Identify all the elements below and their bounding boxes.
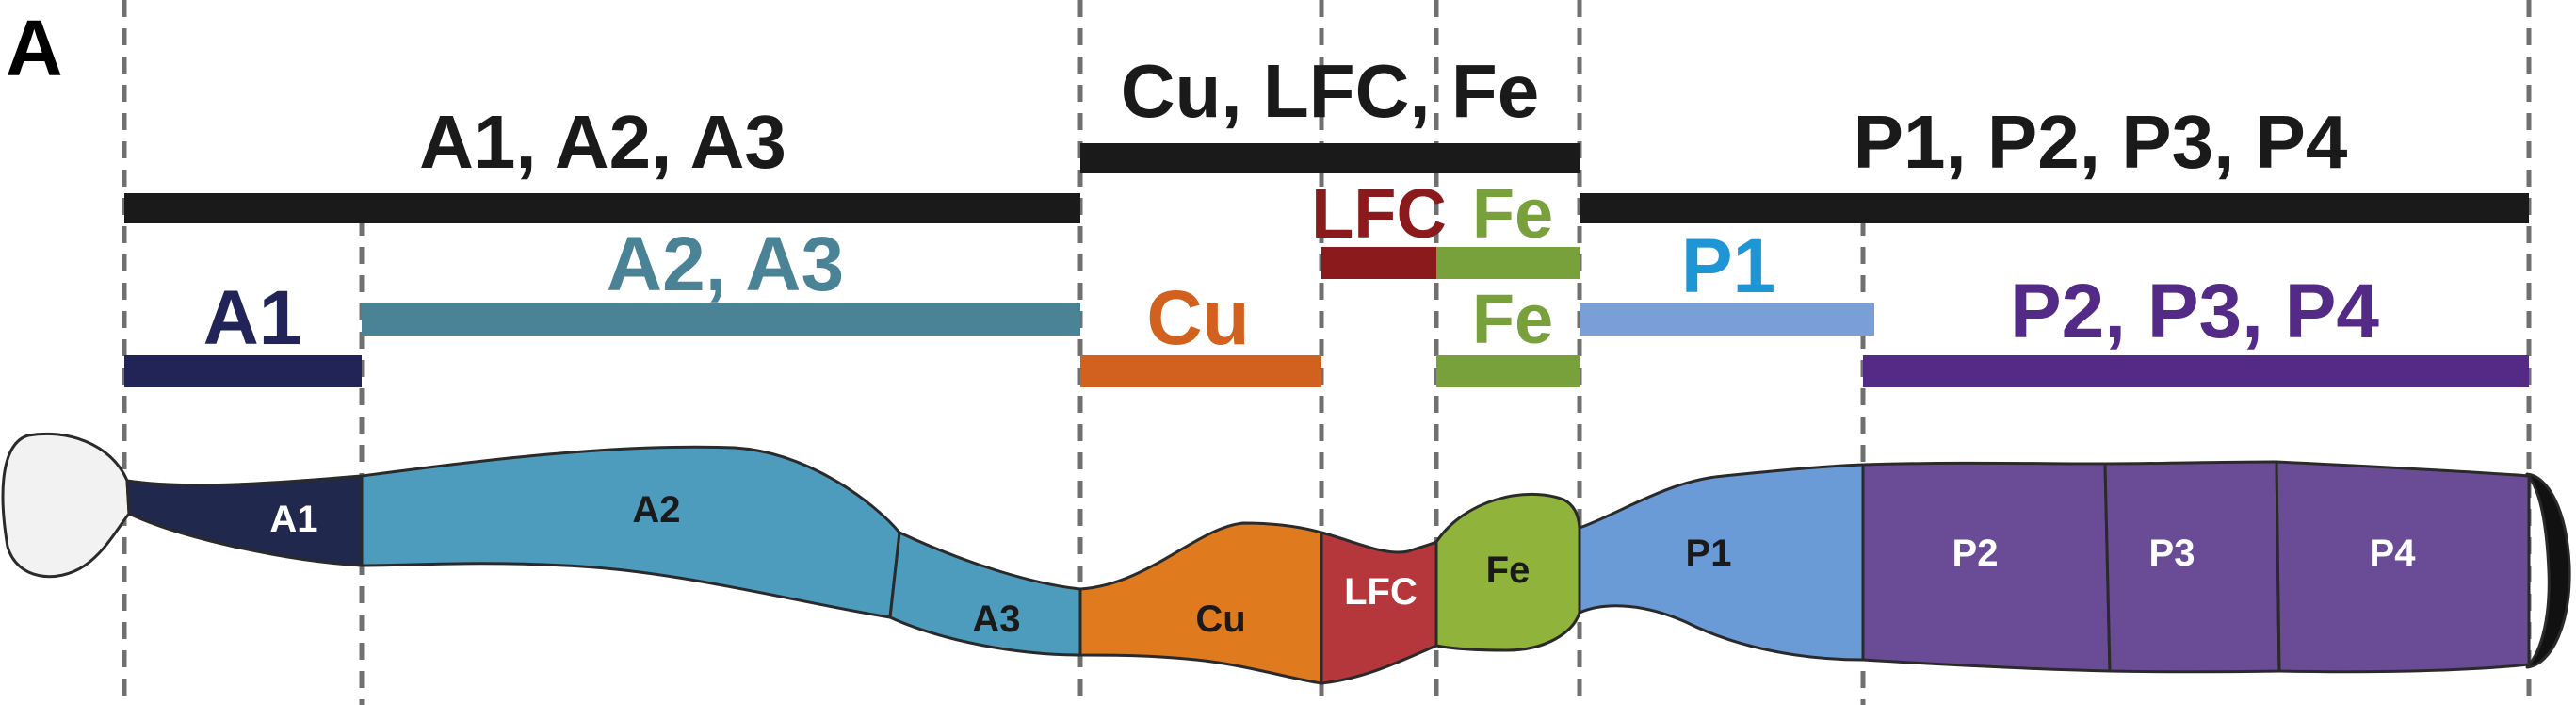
segment-label-a2: A2 — [632, 489, 680, 531]
segment-label-p3: P3 — [2149, 533, 2195, 574]
group-bar-middle — [1080, 143, 1580, 173]
segment-labels: A1 A2 A3 Cu LFC Fe P1 P2 P3 P4 — [269, 489, 2416, 640]
group-label-anterior: A1, A2, A3 — [419, 100, 786, 184]
group-label-posterior: P1, P2, P3, P4 — [1854, 100, 2348, 184]
subregion-bar-a1 — [124, 355, 362, 387]
group-bar-anterior — [124, 193, 1080, 223]
subregion-label-a1: A1 — [203, 275, 302, 361]
subregion-label-p2p3p4: P2, P3, P4 — [2010, 269, 2379, 354]
group-bars — [124, 143, 2529, 223]
segment-label-p1: P1 — [1686, 533, 1732, 574]
crop-bulb — [1, 432, 131, 579]
segment-label-a1: A1 — [269, 499, 317, 540]
panel-letter: A — [6, 4, 63, 92]
segment-label-a3: A3 — [972, 598, 1020, 640]
group-label-middle: Cu, LFC, Fe — [1121, 49, 1539, 133]
group-bar-posterior — [1580, 193, 2529, 223]
segment-a1 — [125, 474, 364, 567]
subregion-label-p1: P1 — [1681, 223, 1775, 309]
segment-lfc — [1320, 531, 1438, 685]
subregion-bar-a2a3 — [362, 303, 1080, 336]
segment-label-lfc: LFC — [1344, 571, 1418, 613]
gut-body — [1, 432, 2571, 685]
segment-label-p4: P4 — [2370, 533, 2417, 574]
subregion-label-lfc: LFC — [1311, 174, 1447, 253]
subregion-bar-fe-bottom — [1436, 355, 1580, 387]
segment-label-p2: P2 — [1952, 533, 1999, 574]
subregion-label-a2a3: A2, A3 — [607, 221, 844, 307]
subregion-bars — [124, 247, 2529, 387]
segment-label-cu: Cu — [1195, 598, 1245, 640]
subregion-bar-p2p3p4 — [1863, 355, 2529, 387]
subregion-label-fe-top: Fe — [1472, 174, 1553, 253]
subregion-labels: A1 A2, A3 Cu LFC Fe Fe P1 P2, P3, P4 — [203, 174, 2380, 361]
subregion-bar-fe-top — [1436, 247, 1580, 279]
group-labels: A1, A2, A3 Cu, LFC, Fe P1, P2, P3, P4 — [419, 49, 2348, 184]
subregion-bar-cu — [1080, 355, 1321, 387]
subregion-bar-lfc — [1321, 247, 1436, 279]
segment-label-fe: Fe — [1486, 549, 1531, 591]
subregion-label-cu: Cu — [1146, 275, 1249, 361]
subregion-label-fe-bottom: Fe — [1472, 280, 1553, 358]
segment-a2 — [360, 445, 901, 619]
rectum-cap — [2525, 472, 2571, 669]
subregion-bar-p1 — [1580, 303, 1874, 336]
